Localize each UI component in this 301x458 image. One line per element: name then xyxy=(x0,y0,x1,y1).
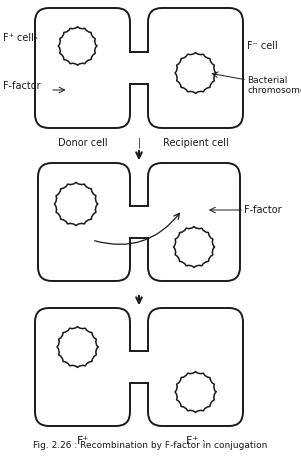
Text: Bacterial
chromosome: Bacterial chromosome xyxy=(247,76,301,95)
Polygon shape xyxy=(129,351,149,383)
Text: F⁻ cell: F⁻ cell xyxy=(247,41,278,51)
Text: Recipient cell: Recipient cell xyxy=(163,138,228,148)
Text: Fig. 2.26 : Recombination by F-factor in conjugation: Fig. 2.26 : Recombination by F-factor in… xyxy=(33,441,267,449)
FancyBboxPatch shape xyxy=(148,308,243,426)
Text: F⁺ ·: F⁺ · xyxy=(186,436,205,446)
Text: F⁺ cell: F⁺ cell xyxy=(3,33,34,43)
Text: |: | xyxy=(137,138,141,148)
Polygon shape xyxy=(129,206,149,238)
Text: F⁺: F⁺ xyxy=(76,436,88,446)
Text: Donor cell: Donor cell xyxy=(58,138,107,148)
FancyBboxPatch shape xyxy=(148,8,243,128)
FancyBboxPatch shape xyxy=(35,308,130,426)
Text: F-factor: F-factor xyxy=(3,81,41,91)
FancyBboxPatch shape xyxy=(38,163,130,281)
Text: F-factor: F-factor xyxy=(244,205,282,215)
FancyBboxPatch shape xyxy=(148,163,240,281)
Polygon shape xyxy=(129,52,149,84)
FancyBboxPatch shape xyxy=(35,8,130,128)
